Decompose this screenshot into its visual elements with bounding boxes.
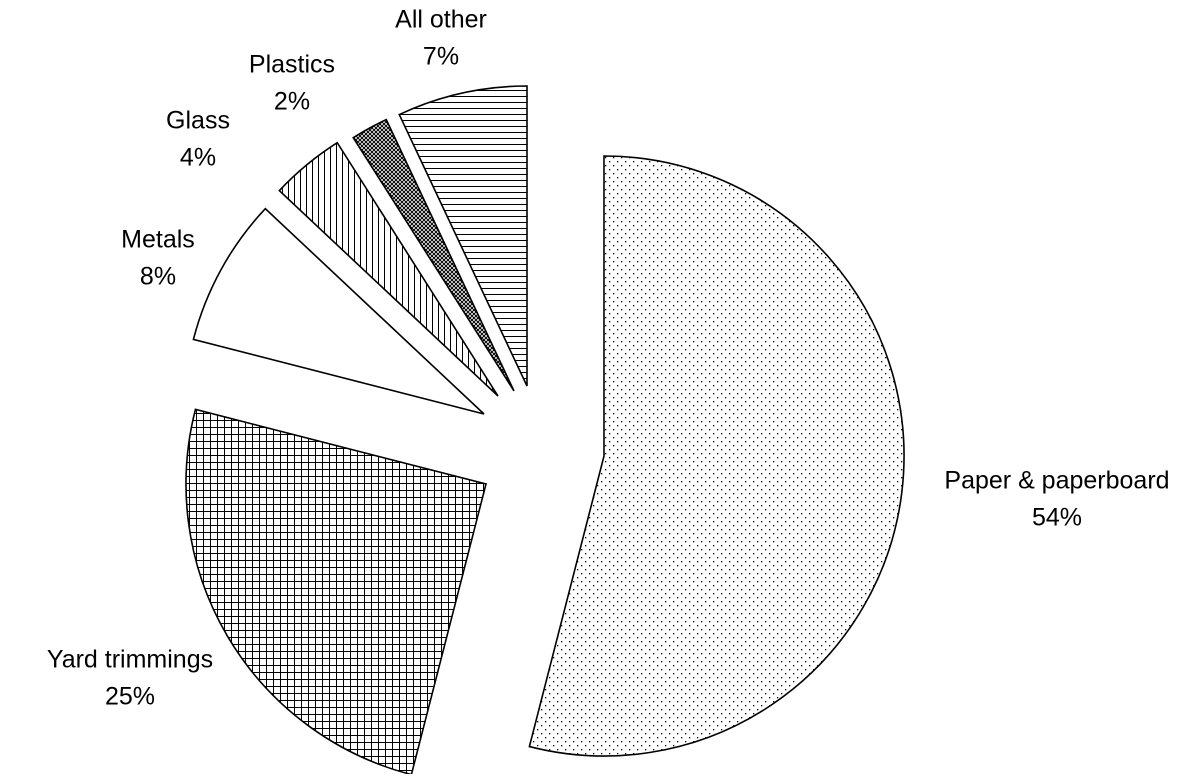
- pie-slice-paper-paperboard: [528, 155, 905, 757]
- slice-value-plastics: 2%: [274, 88, 310, 116]
- slice-label-glass: Glass: [166, 107, 230, 135]
- pie-slice-all-other: [398, 85, 528, 387]
- slice-label-plastics: Plastics: [249, 51, 335, 79]
- pie-slice-metals: [192, 207, 485, 415]
- slice-value-yard-trimmings: 25%: [105, 683, 155, 711]
- slice-value-glass: 4%: [180, 144, 216, 172]
- slice-label-paper-paperboard: Paper & paperboard: [944, 467, 1169, 495]
- slice-label-all-other: All other: [395, 6, 487, 34]
- pie-slice-glass: [278, 141, 499, 397]
- slice-label-metals: Metals: [121, 226, 195, 254]
- slice-value-paper-paperboard: 54%: [1032, 504, 1082, 532]
- pie-slice-plastics: [352, 118, 515, 392]
- pie-slice-yard-trimmings: [185, 408, 487, 776]
- slice-label-yard-trimmings: Yard trimmings: [47, 646, 213, 674]
- slice-value-metals: 8%: [140, 263, 176, 291]
- pie-labels: Paper & paperboard 54% Yard trimmings 25% Me…: [47, 6, 1170, 711]
- pie-slices: [185, 85, 905, 776]
- slice-value-all-other: 7%: [423, 43, 459, 71]
